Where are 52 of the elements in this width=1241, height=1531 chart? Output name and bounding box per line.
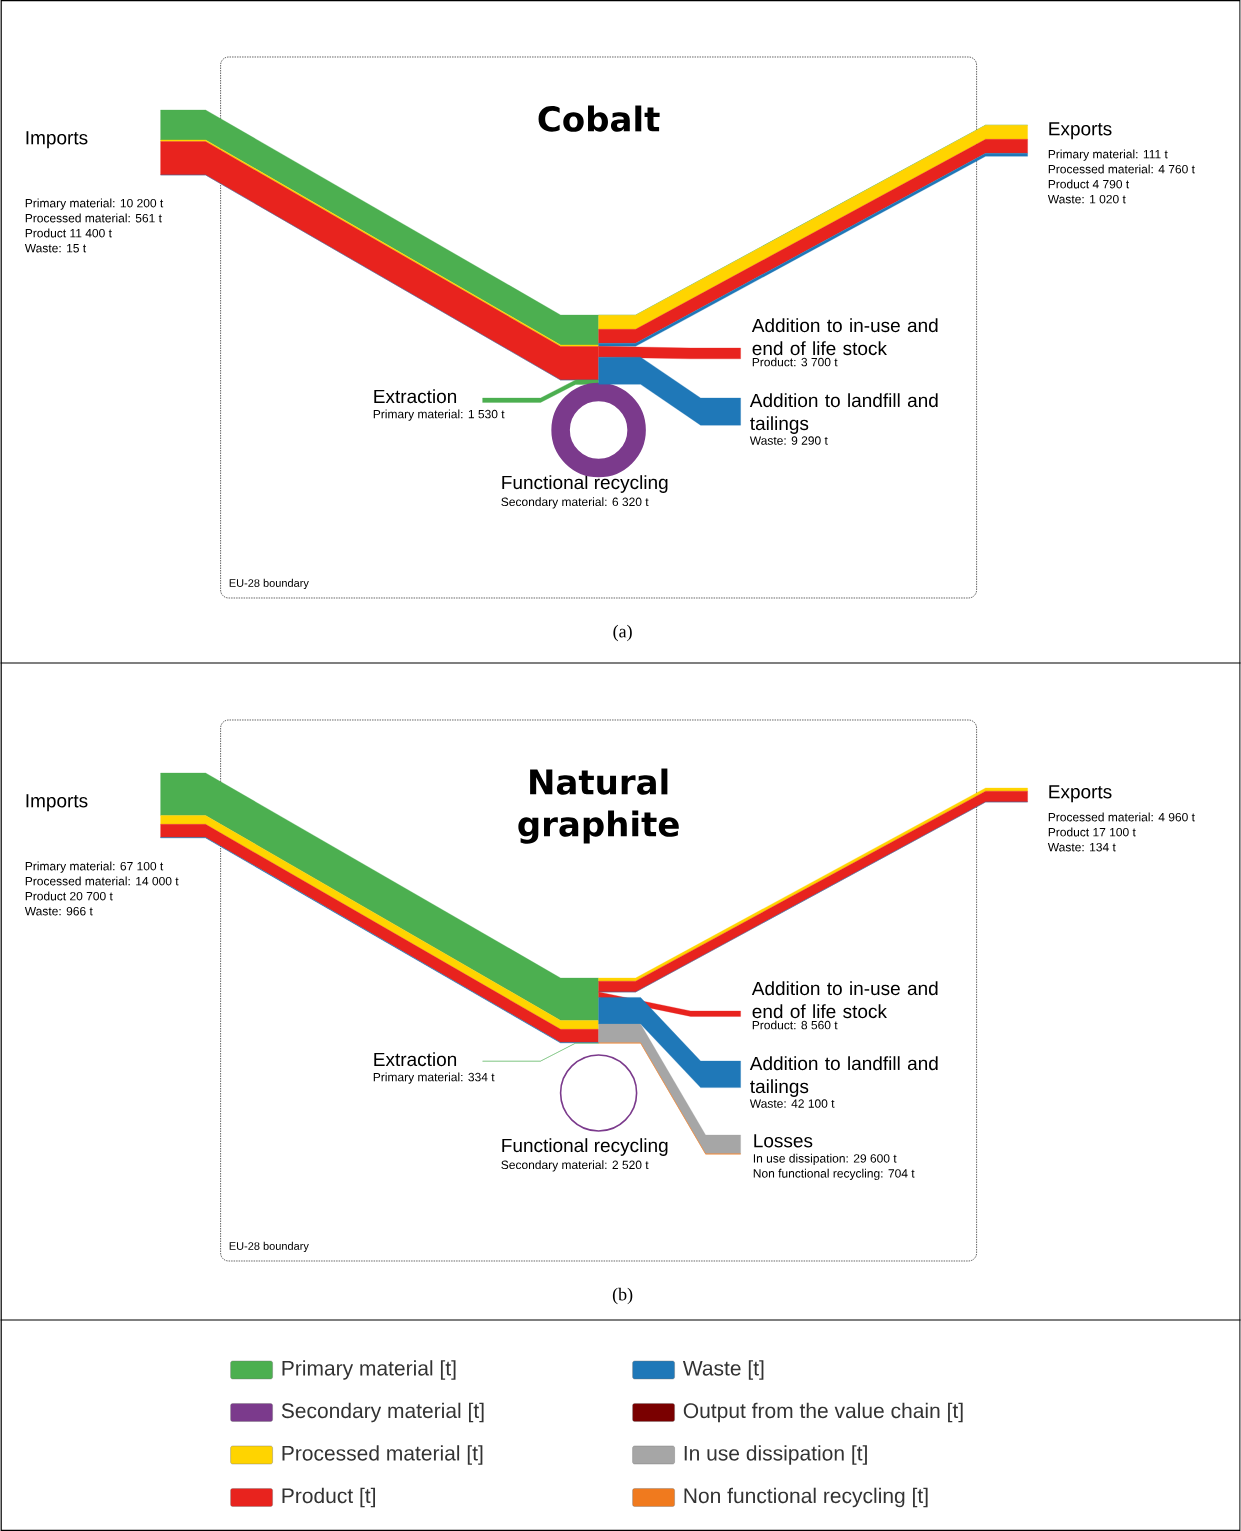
legend-label: Processed material [t] <box>282 1445 483 1465</box>
text: (b) <box>612 1287 633 1305</box>
data-label: Waste: 9 290 t <box>749 436 828 445</box>
data-label: Product 17 100 t <box>1048 827 1136 837</box>
data-label: Primary material: 111 t <box>1048 149 1168 161</box>
data-label: Product 4 790 t <box>1048 179 1129 189</box>
text: EU-28 boundary <box>229 1241 309 1253</box>
category-label: Addition to in-use and end of life stock <box>751 318 938 356</box>
category-label: Addition to landfill and tailings <box>749 1056 938 1097</box>
data-label: Processed material: 4 960 t <box>1048 812 1195 822</box>
legend-label: Secondary material [t] <box>281 1402 484 1423</box>
data-label: In use dissipation: 29 600 t <box>753 1153 897 1166</box>
category-label: Imports <box>26 131 88 149</box>
data-label: Waste: 134 t <box>1047 842 1116 852</box>
category-label: Addition to landfill and tailings <box>749 393 938 434</box>
data-label: Primary material: 334 t <box>373 1072 495 1084</box>
category-label: Losses <box>754 1134 813 1148</box>
category-label: Addition to in-use and end of life stock <box>751 981 938 1019</box>
data-label: Waste: 42 100 t <box>749 1099 835 1108</box>
data-label: Product 20 700 t <box>25 891 113 901</box>
category-label: Extraction <box>374 389 456 404</box>
data-label: Product: 3 700 t <box>752 357 838 367</box>
category-label: Extraction <box>374 1052 456 1067</box>
data-label: Primary material: 67 100 t <box>25 861 164 873</box>
data-label: Waste: 966 t <box>24 906 93 916</box>
data-label: Secondary material: 2 520 t <box>501 1160 649 1172</box>
data-label: Waste: 15 t <box>24 244 86 253</box>
category-label: Functional recycling <box>502 1138 668 1156</box>
data-label: Secondary material: 6 320 t <box>501 497 649 509</box>
legend-label: Waste [t] <box>682 1360 764 1380</box>
text: Cobalt <box>538 105 660 132</box>
category-label: Functional recycling <box>502 475 668 493</box>
legend-label: Product [t] <box>282 1487 375 1508</box>
data-label: Primary material: 1 530 t <box>373 409 505 421</box>
data-label: Processed material: 561 t <box>25 213 162 223</box>
text: Natural graphite <box>518 768 679 844</box>
data-label: Processed material: 4 760 t <box>1048 164 1195 174</box>
data-label: Processed material: 14 000 t <box>25 876 179 886</box>
legend-label: Non functional recycling [t] <box>684 1487 928 1508</box>
text: EU-28 boundary <box>229 578 309 590</box>
legend-label: Output from the value chain [t] <box>683 1402 963 1423</box>
data-label: Product 11 400 t <box>25 228 112 238</box>
category-label: Imports <box>26 794 88 812</box>
data-label: Non functional recycling: 704 t <box>753 1168 915 1181</box>
category-label: Exports <box>1049 122 1112 140</box>
data-label: Product: 8 560 t <box>752 1020 838 1030</box>
legend-label: Primary material [t] <box>282 1360 456 1380</box>
category-label: Exports <box>1049 785 1112 803</box>
text: (a) <box>613 624 632 642</box>
data-label: Primary material: 10 200 t <box>25 198 164 210</box>
legend-label: In use dissipation [t] <box>684 1445 867 1465</box>
data-label: Waste: 1 020 t <box>1047 194 1126 204</box>
